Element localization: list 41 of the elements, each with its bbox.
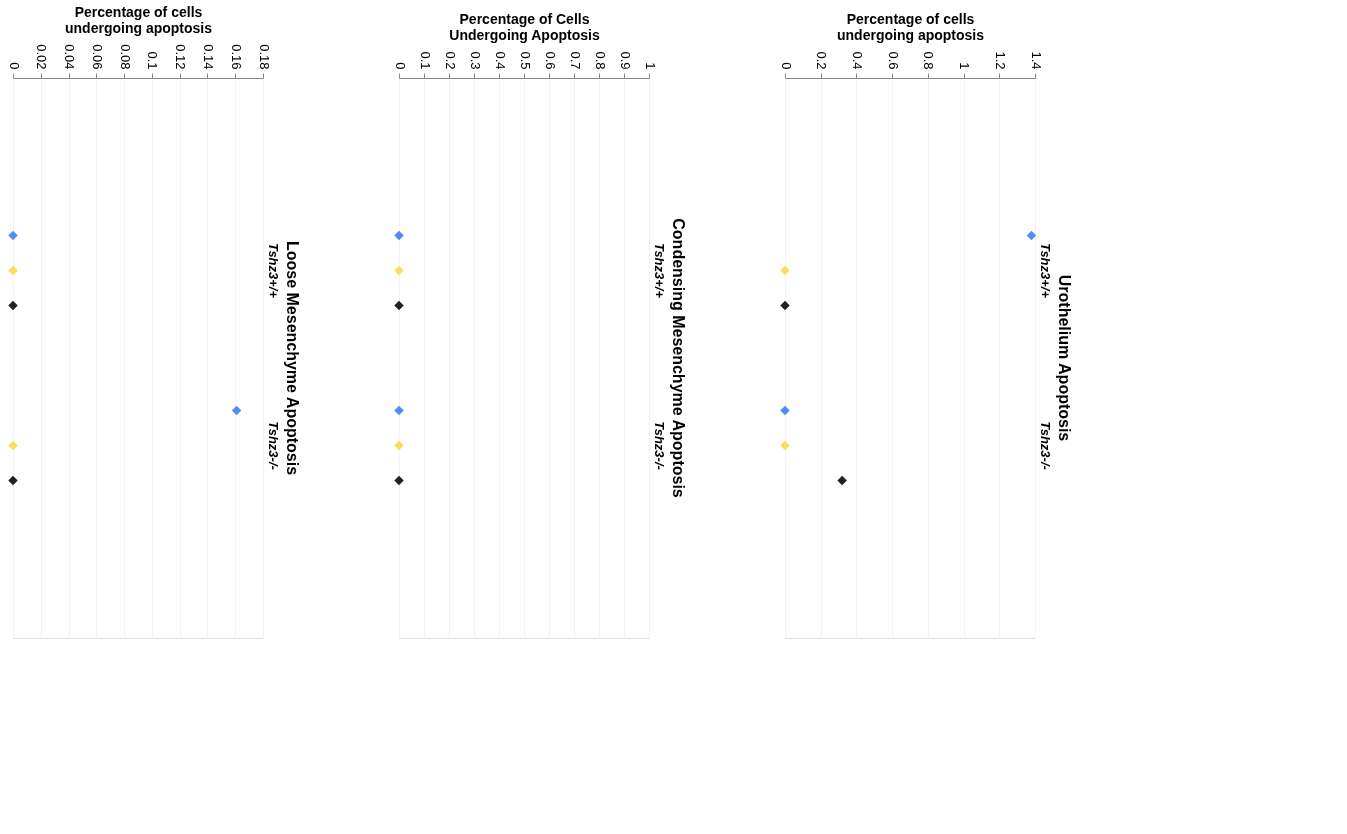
x-tick-label: 1 [957, 62, 973, 70]
y-tick-label: Tshz3-/- [265, 421, 281, 470]
x-tick-label: 0.08 [117, 44, 133, 70]
x-tick-label: 0.5 [517, 51, 533, 70]
x-tick-label: 1 [642, 62, 658, 70]
x-axis-title: Percentage of cells undergoing apoptosis [837, 11, 985, 44]
x-tick-label: 0.14 [200, 44, 216, 70]
x-tick-label: 0.16 [228, 44, 244, 70]
x-tick-label: 0 [778, 62, 794, 70]
x-tick-label: 0.1 [417, 51, 433, 70]
x-tick-label: 0.06 [89, 44, 105, 70]
x-tick-label: 0.8 [592, 51, 608, 70]
x-tick-label: 0.1 [145, 51, 161, 70]
text: Loose Mesenchyme Apoptosis [284, 240, 301, 476]
x-tick-label: 0.9 [617, 51, 633, 70]
y-tick-label: Tshz3+/+ [265, 242, 281, 299]
x-tick-label: 0.18 [256, 44, 272, 70]
x-tick-label: 0.3 [467, 51, 483, 70]
x-tick-label: 1.2 [992, 51, 1008, 70]
x-tick-label: 0.2 [442, 51, 458, 70]
x-tick-label: 0.4 [849, 51, 865, 70]
y-tick-label: Tshz3+/+ [651, 242, 667, 299]
y-tick-label: Tshz3-/- [651, 421, 667, 470]
x-tick-label: 0.6 [542, 51, 558, 70]
x-tick-label: 0.04 [62, 44, 78, 70]
x-tick-label: 0.12 [173, 44, 189, 70]
x-tick-label: 0.6 [885, 51, 901, 70]
x-tick-label: 0.8 [921, 51, 937, 70]
text: Condensing Mesenchyme Apoptosis [670, 218, 687, 498]
x-axis-title: Percentage of Cells Undergoing Apoptosis [449, 11, 600, 44]
x-tick-label: 0 [392, 62, 408, 70]
y-tick-label: Tshz3-/- [1037, 421, 1053, 470]
x-tick-label: 0 [6, 62, 22, 70]
x-tick-label: 0.02 [34, 44, 50, 70]
y-tick-label: Tshz3+/+ [1037, 242, 1053, 299]
x-tick-label: 0.4 [492, 51, 508, 70]
x-tick-label: 0.2 [814, 51, 830, 70]
x-tick-label: 0.7 [567, 51, 583, 70]
x-tick-label: 1.4 [1028, 51, 1044, 70]
x-axis-title: Percentage of cells undergoing apoptosis [65, 4, 213, 37]
text: Urothelium Apoptosis [1056, 274, 1073, 442]
